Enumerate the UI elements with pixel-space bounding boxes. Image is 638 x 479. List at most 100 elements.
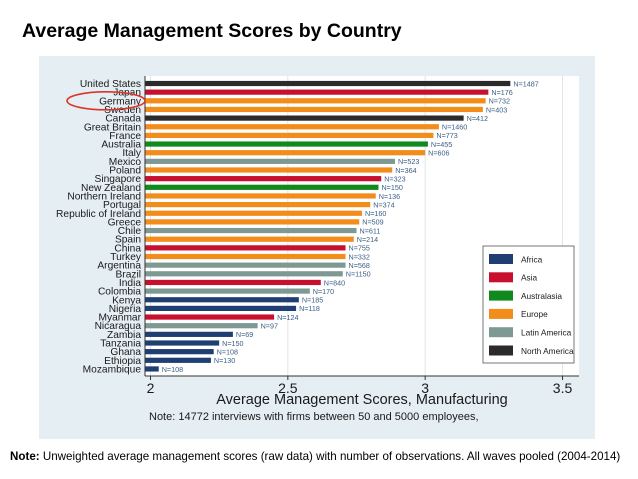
- bar-great-britain: [145, 124, 439, 130]
- n-label: N=840: [324, 278, 345, 287]
- bar-nigeria: [145, 305, 297, 311]
- n-label: N=773: [436, 131, 457, 140]
- country-label: Brazil: [116, 269, 141, 280]
- bar-poland: [145, 167, 393, 173]
- bar-italy: [145, 150, 426, 156]
- n-label: N=412: [467, 114, 488, 123]
- bar-ghana: [145, 349, 214, 355]
- legend-swatch: [489, 290, 513, 301]
- bar-india: [145, 279, 321, 286]
- n-label: N=136: [379, 192, 400, 201]
- n-label: N=509: [362, 218, 383, 227]
- note-label: Note:: [10, 450, 40, 463]
- n-label: N=1487: [513, 79, 538, 88]
- n-label: N=185: [302, 296, 323, 305]
- bar-united-states: [145, 80, 511, 87]
- country-label: Italy: [122, 148, 142, 159]
- bar-chart: United StatesJapanGermanySwedenCanadaGre…: [39, 56, 595, 439]
- bar-canada: [145, 115, 464, 121]
- legend-label: Europe: [521, 309, 548, 319]
- bar-china: [145, 245, 346, 251]
- n-label: N=108: [217, 347, 238, 356]
- legend-swatch: [489, 254, 513, 264]
- n-label: N=160: [365, 209, 386, 218]
- bar-myanmar: [145, 314, 275, 320]
- bar-new-zealand: [145, 184, 379, 190]
- country-label: Ghana: [110, 347, 141, 358]
- n-label: N=124: [277, 313, 298, 322]
- bar-zambia: [145, 331, 233, 337]
- n-label: N=170: [313, 287, 334, 296]
- chart-footnote: Note: 14772 interviews with firms betwee…: [149, 411, 479, 423]
- chart-frame: United States Japan Germany Sweden Canada Gre…: [39, 56, 595, 439]
- n-label: N=611: [360, 226, 381, 235]
- country-label: Northern Ireland: [67, 191, 141, 202]
- country-label: Ethiopia: [104, 356, 141, 367]
- bar-northern-ireland: [145, 193, 376, 199]
- legend-label: North America: [521, 346, 574, 356]
- n-label: N=455: [431, 140, 452, 149]
- n-label: N=214: [357, 235, 378, 244]
- bar-germany: [145, 98, 486, 104]
- legend: Africa Asia Australasia Europe Latin America…: [482, 245, 575, 364]
- country-label: Mozambique: [83, 364, 142, 375]
- legend-label: Asia: [521, 273, 538, 283]
- bar-nicaragua: [145, 323, 258, 329]
- country-label: Nicaragua: [95, 321, 142, 332]
- x-tick-label: 3: [421, 380, 429, 396]
- n-label: N=130: [214, 356, 235, 365]
- country-label: China: [114, 243, 141, 254]
- x-axis-ticks: 2 2.5 3 3.5: [144, 76, 579, 396]
- country-label: France: [109, 131, 141, 142]
- x-tick-label: 2: [147, 380, 155, 396]
- legend-swatch: [489, 345, 513, 356]
- n-label: N=323: [384, 174, 405, 183]
- country-label: Chile: [118, 226, 142, 237]
- country-label: Canada: [105, 114, 141, 125]
- note-text: Unweighted average management scores (ra…: [42, 450, 621, 463]
- n-label: N=755: [349, 244, 370, 253]
- bar-portugal: [145, 202, 371, 208]
- bar-japan: [145, 89, 489, 95]
- country-label: Sweden: [104, 105, 141, 116]
- country-label: Portugal: [103, 200, 141, 211]
- country-label: Colombia: [98, 287, 141, 298]
- bar-tanzania: [145, 340, 220, 346]
- country-label: Nigeria: [109, 304, 142, 315]
- highlight-circle: [66, 90, 146, 111]
- n-label: N=1150: [346, 270, 371, 279]
- country-label: Greece: [108, 217, 142, 228]
- country-label: United States: [80, 79, 141, 90]
- n-label: N=403: [486, 105, 507, 114]
- n-label: N=108: [162, 365, 183, 374]
- bar-sweden: [145, 106, 483, 113]
- bar-republic-of-ireland: [145, 210, 362, 216]
- country-label: Tanzania: [100, 339, 141, 350]
- bar-colombia: [145, 288, 310, 294]
- country-label: New Zealand: [81, 183, 141, 194]
- bar-chile: [145, 227, 357, 234]
- country-label: Poland: [109, 166, 141, 177]
- country-label: Turkey: [110, 252, 142, 263]
- bar-australia: [145, 141, 428, 147]
- legend-swatch: [489, 272, 513, 283]
- country-label: Singapore: [95, 174, 142, 185]
- bars-group: [145, 80, 511, 372]
- n-label: N=97: [261, 322, 278, 331]
- country-label: Spain: [115, 235, 141, 246]
- n-label: N=523: [398, 157, 419, 166]
- country-label: Australia: [101, 140, 141, 151]
- bar-ethiopia: [145, 357, 211, 363]
- n-label: N=606: [428, 149, 449, 158]
- country-label: Republic of Ireland: [56, 209, 141, 220]
- country-label: Germany: [99, 96, 142, 107]
- n-label: N=568: [349, 261, 370, 270]
- n-label: N=364: [395, 166, 416, 175]
- n-label: N=150: [222, 339, 243, 348]
- bar-singapore: [145, 176, 382, 182]
- country-label: Mexico: [109, 157, 142, 168]
- n-label: N=1460: [442, 123, 467, 132]
- legend-label: Africa: [521, 254, 543, 264]
- country-label: Argentina: [97, 261, 141, 272]
- legend-label: Latin America: [521, 328, 572, 338]
